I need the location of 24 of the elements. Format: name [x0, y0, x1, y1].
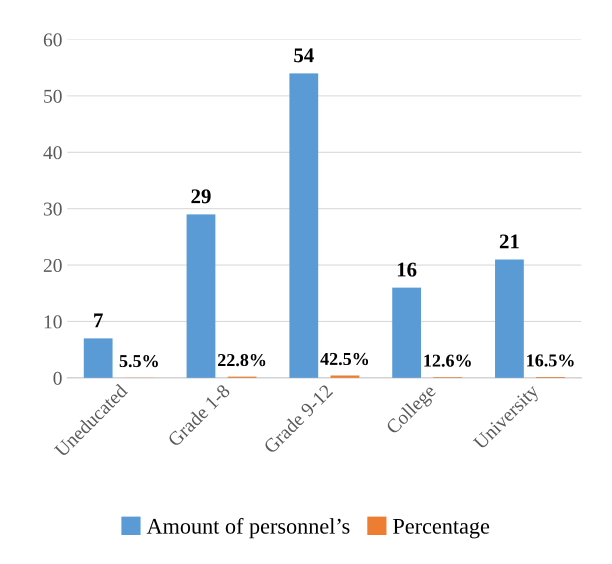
data-label: 16.5%: [527, 354, 574, 367]
bar: [289, 73, 318, 378]
y-tick-label: 60: [44, 33, 62, 46]
y-tick-label: 50: [44, 90, 62, 103]
y-tick-label: 20: [44, 258, 62, 272]
bar: [186, 214, 216, 378]
bar: [392, 288, 422, 378]
data-label: 22.8%: [218, 354, 266, 366]
data-label: 12.6%: [424, 354, 471, 367]
data-label: 16: [398, 262, 416, 277]
y-tick-label: 10: [44, 315, 62, 328]
legend-label: Percentage: [393, 519, 490, 538]
data-label: 21: [500, 234, 519, 248]
data-label: 7: [94, 314, 103, 328]
data-label: 29: [191, 189, 211, 204]
y-tick-label: 40: [43, 146, 62, 160]
data-label: 54: [294, 48, 314, 62]
bar: [495, 259, 524, 378]
legend-label: Amount of personnel’s: [146, 518, 350, 538]
data-label: 5.5%: [120, 354, 158, 368]
y-tick-label: 0: [53, 372, 62, 385]
data-label: 42.5%: [320, 352, 368, 366]
y-tick-label: 30: [44, 202, 62, 216]
bar: [84, 338, 113, 378]
